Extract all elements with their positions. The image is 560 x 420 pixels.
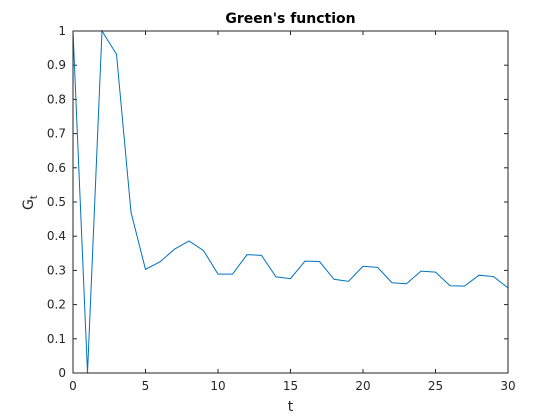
y-axis-label-subscript: t (29, 195, 40, 199)
svg-text:Gt: Gt (21, 195, 40, 210)
y-tick-label: 0.1 (47, 332, 66, 346)
y-tick-label: 0.6 (47, 161, 66, 175)
plot-frame (72, 30, 509, 374)
x-axis-label: t (288, 399, 294, 415)
x-tick-label: 25 (428, 379, 443, 393)
y-axis-label-main: G (21, 199, 37, 210)
x-tick-label: 5 (142, 379, 150, 393)
x-tick-label: 15 (283, 379, 298, 393)
tick-labels: 0 5 10 15 20 25 30 0 0.1 0.2 0.3 0.4 0.5 0.6 0.7 0.8 0.9… (47, 24, 516, 393)
x-tick-label: 20 (355, 379, 370, 393)
y-tick-label: 0.7 (47, 127, 66, 141)
chart-title: Green's function (225, 11, 355, 27)
y-tick-label: 0 (58, 366, 66, 380)
y-tick-label: 0.5 (47, 195, 66, 209)
series-line (72, 29, 509, 374)
x-tick-label: 10 (210, 379, 225, 393)
plot-area (73, 31, 508, 373)
y-tick-label: 0.3 (47, 263, 66, 277)
y-tick-label: 0.8 (47, 92, 66, 106)
x-tick-label: 30 (500, 379, 515, 393)
y-tick-label: 1 (58, 24, 66, 38)
x-tick-label: 0 (69, 379, 77, 393)
y-tick-label: 0.9 (47, 58, 66, 72)
y-tick-label: 0.2 (47, 298, 66, 312)
y-tick-label: 0.4 (47, 229, 66, 243)
y-axis-label: Gt (21, 195, 40, 210)
